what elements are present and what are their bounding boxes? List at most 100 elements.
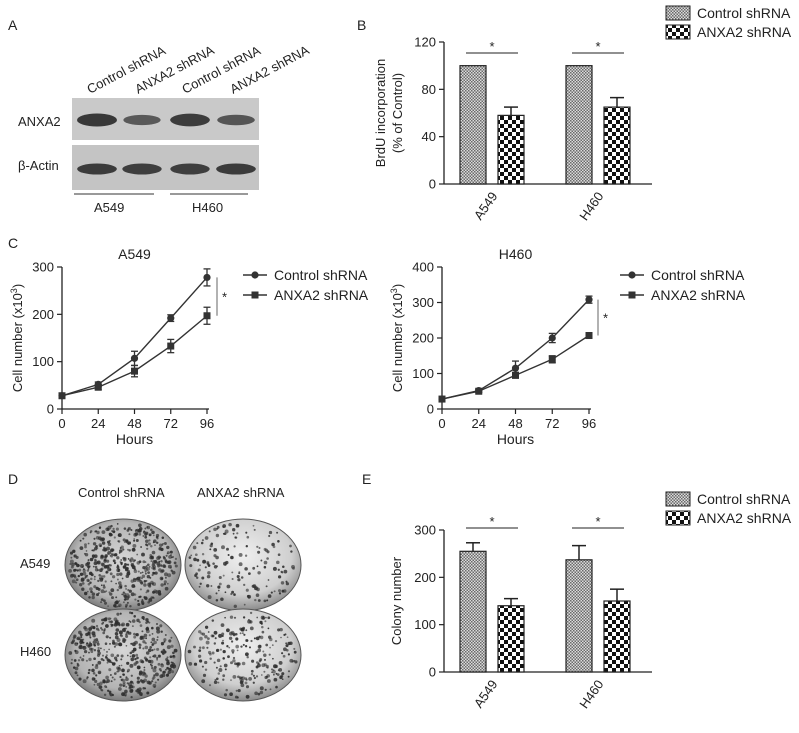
colony-dot (265, 616, 267, 619)
colony-dot (108, 533, 113, 537)
colony-dot (247, 594, 252, 599)
colony-dot (108, 539, 111, 542)
colony-dot (96, 560, 101, 565)
colony-dot (121, 668, 125, 673)
colony-dot (204, 660, 208, 665)
colony-dot (246, 655, 249, 659)
colony-dot (143, 583, 147, 587)
colony-dot (86, 569, 90, 572)
colony-dot (253, 676, 257, 680)
colony-dot (164, 586, 169, 591)
colony-dot (201, 679, 206, 684)
colony-dot (201, 576, 205, 580)
colony-dot (79, 546, 84, 550)
colony-dot (229, 615, 234, 619)
colony-dot (106, 559, 110, 563)
colony-dot (88, 571, 93, 576)
colony-dot (128, 549, 131, 552)
colony-dot (236, 665, 240, 668)
colony-dot (245, 694, 250, 699)
colony-dot (157, 555, 161, 560)
colony-dot (151, 626, 154, 630)
chart-title: H460 (499, 246, 533, 262)
colony-dot (109, 643, 111, 645)
legend-swatch (665, 24, 691, 40)
colony-dot (135, 653, 139, 657)
colony-dot (110, 653, 115, 658)
colony-dot (278, 589, 281, 593)
colony-dot (280, 570, 283, 574)
colony-dot (107, 617, 111, 621)
colony-dot (163, 542, 167, 545)
colony-dot (92, 671, 96, 675)
colony-dot (124, 639, 127, 641)
colony-dot (89, 587, 93, 591)
colony-dot (245, 629, 248, 632)
colony-dot (152, 559, 155, 562)
colony-dot (87, 567, 90, 570)
colony-dot (151, 563, 155, 567)
colony-dot (88, 634, 91, 637)
x-tick-label: 72 (545, 416, 559, 431)
colony-dot (291, 564, 295, 569)
colony-dot (142, 647, 145, 650)
colony-dot (156, 629, 161, 634)
colony-dot (118, 603, 122, 607)
colony-dot (109, 674, 112, 676)
colony-dot (155, 541, 159, 545)
x-tick-label: 72 (164, 416, 178, 431)
colony-dot (216, 658, 221, 663)
colony-dot (148, 582, 152, 586)
colony-dot (208, 684, 212, 687)
colony-dot (129, 559, 132, 562)
colony-dot (254, 598, 257, 602)
colony-dot (78, 645, 82, 649)
colony-dot (120, 563, 123, 566)
colony-dot (170, 670, 175, 674)
colony-dot (120, 654, 124, 658)
colony-dot (222, 532, 225, 535)
colony-dot (173, 561, 177, 565)
colony-dot (151, 649, 154, 652)
colony-dot (217, 681, 220, 684)
colony-dot (116, 654, 120, 657)
legend-label: ANXA2 shRNA (274, 287, 369, 303)
colony-dot (96, 653, 101, 657)
colony-dot (245, 685, 250, 689)
colony-dot (122, 601, 125, 604)
colony-dot (172, 664, 177, 669)
colony-dot (250, 639, 253, 643)
colony-dot (197, 568, 201, 572)
y-tick-label: 80 (422, 82, 436, 97)
colony-dot (194, 573, 198, 578)
colony-dot (241, 661, 246, 666)
colony-dot (72, 549, 76, 553)
colony-dot (96, 642, 100, 646)
colony-dot (282, 654, 286, 658)
colony-dot (122, 673, 125, 676)
colony-dot (119, 612, 122, 615)
colony-dot (108, 690, 112, 694)
colony-dot (145, 637, 148, 640)
colony-dot (268, 530, 273, 535)
colony-dot (199, 636, 203, 641)
colony-dot (98, 543, 103, 547)
colony-dot (144, 567, 148, 572)
y-tick-label: 200 (414, 570, 436, 585)
colony-dot (103, 601, 108, 605)
colony-dot (87, 632, 90, 635)
colony-dot (92, 549, 95, 552)
colony-dot (133, 635, 137, 639)
colony-dot (209, 544, 213, 548)
colony-dot (90, 650, 94, 654)
colony-dot (131, 625, 134, 628)
colony-dot (222, 524, 227, 528)
colony-dot (160, 663, 164, 666)
y-tick-label: 0 (427, 402, 434, 417)
colony-dot (158, 592, 162, 596)
y-tick-label: 0 (47, 402, 54, 417)
colony-dot (139, 572, 142, 574)
colony-dot (101, 622, 104, 625)
x-tick-label: 96 (582, 416, 596, 431)
colony-dot (108, 563, 111, 566)
